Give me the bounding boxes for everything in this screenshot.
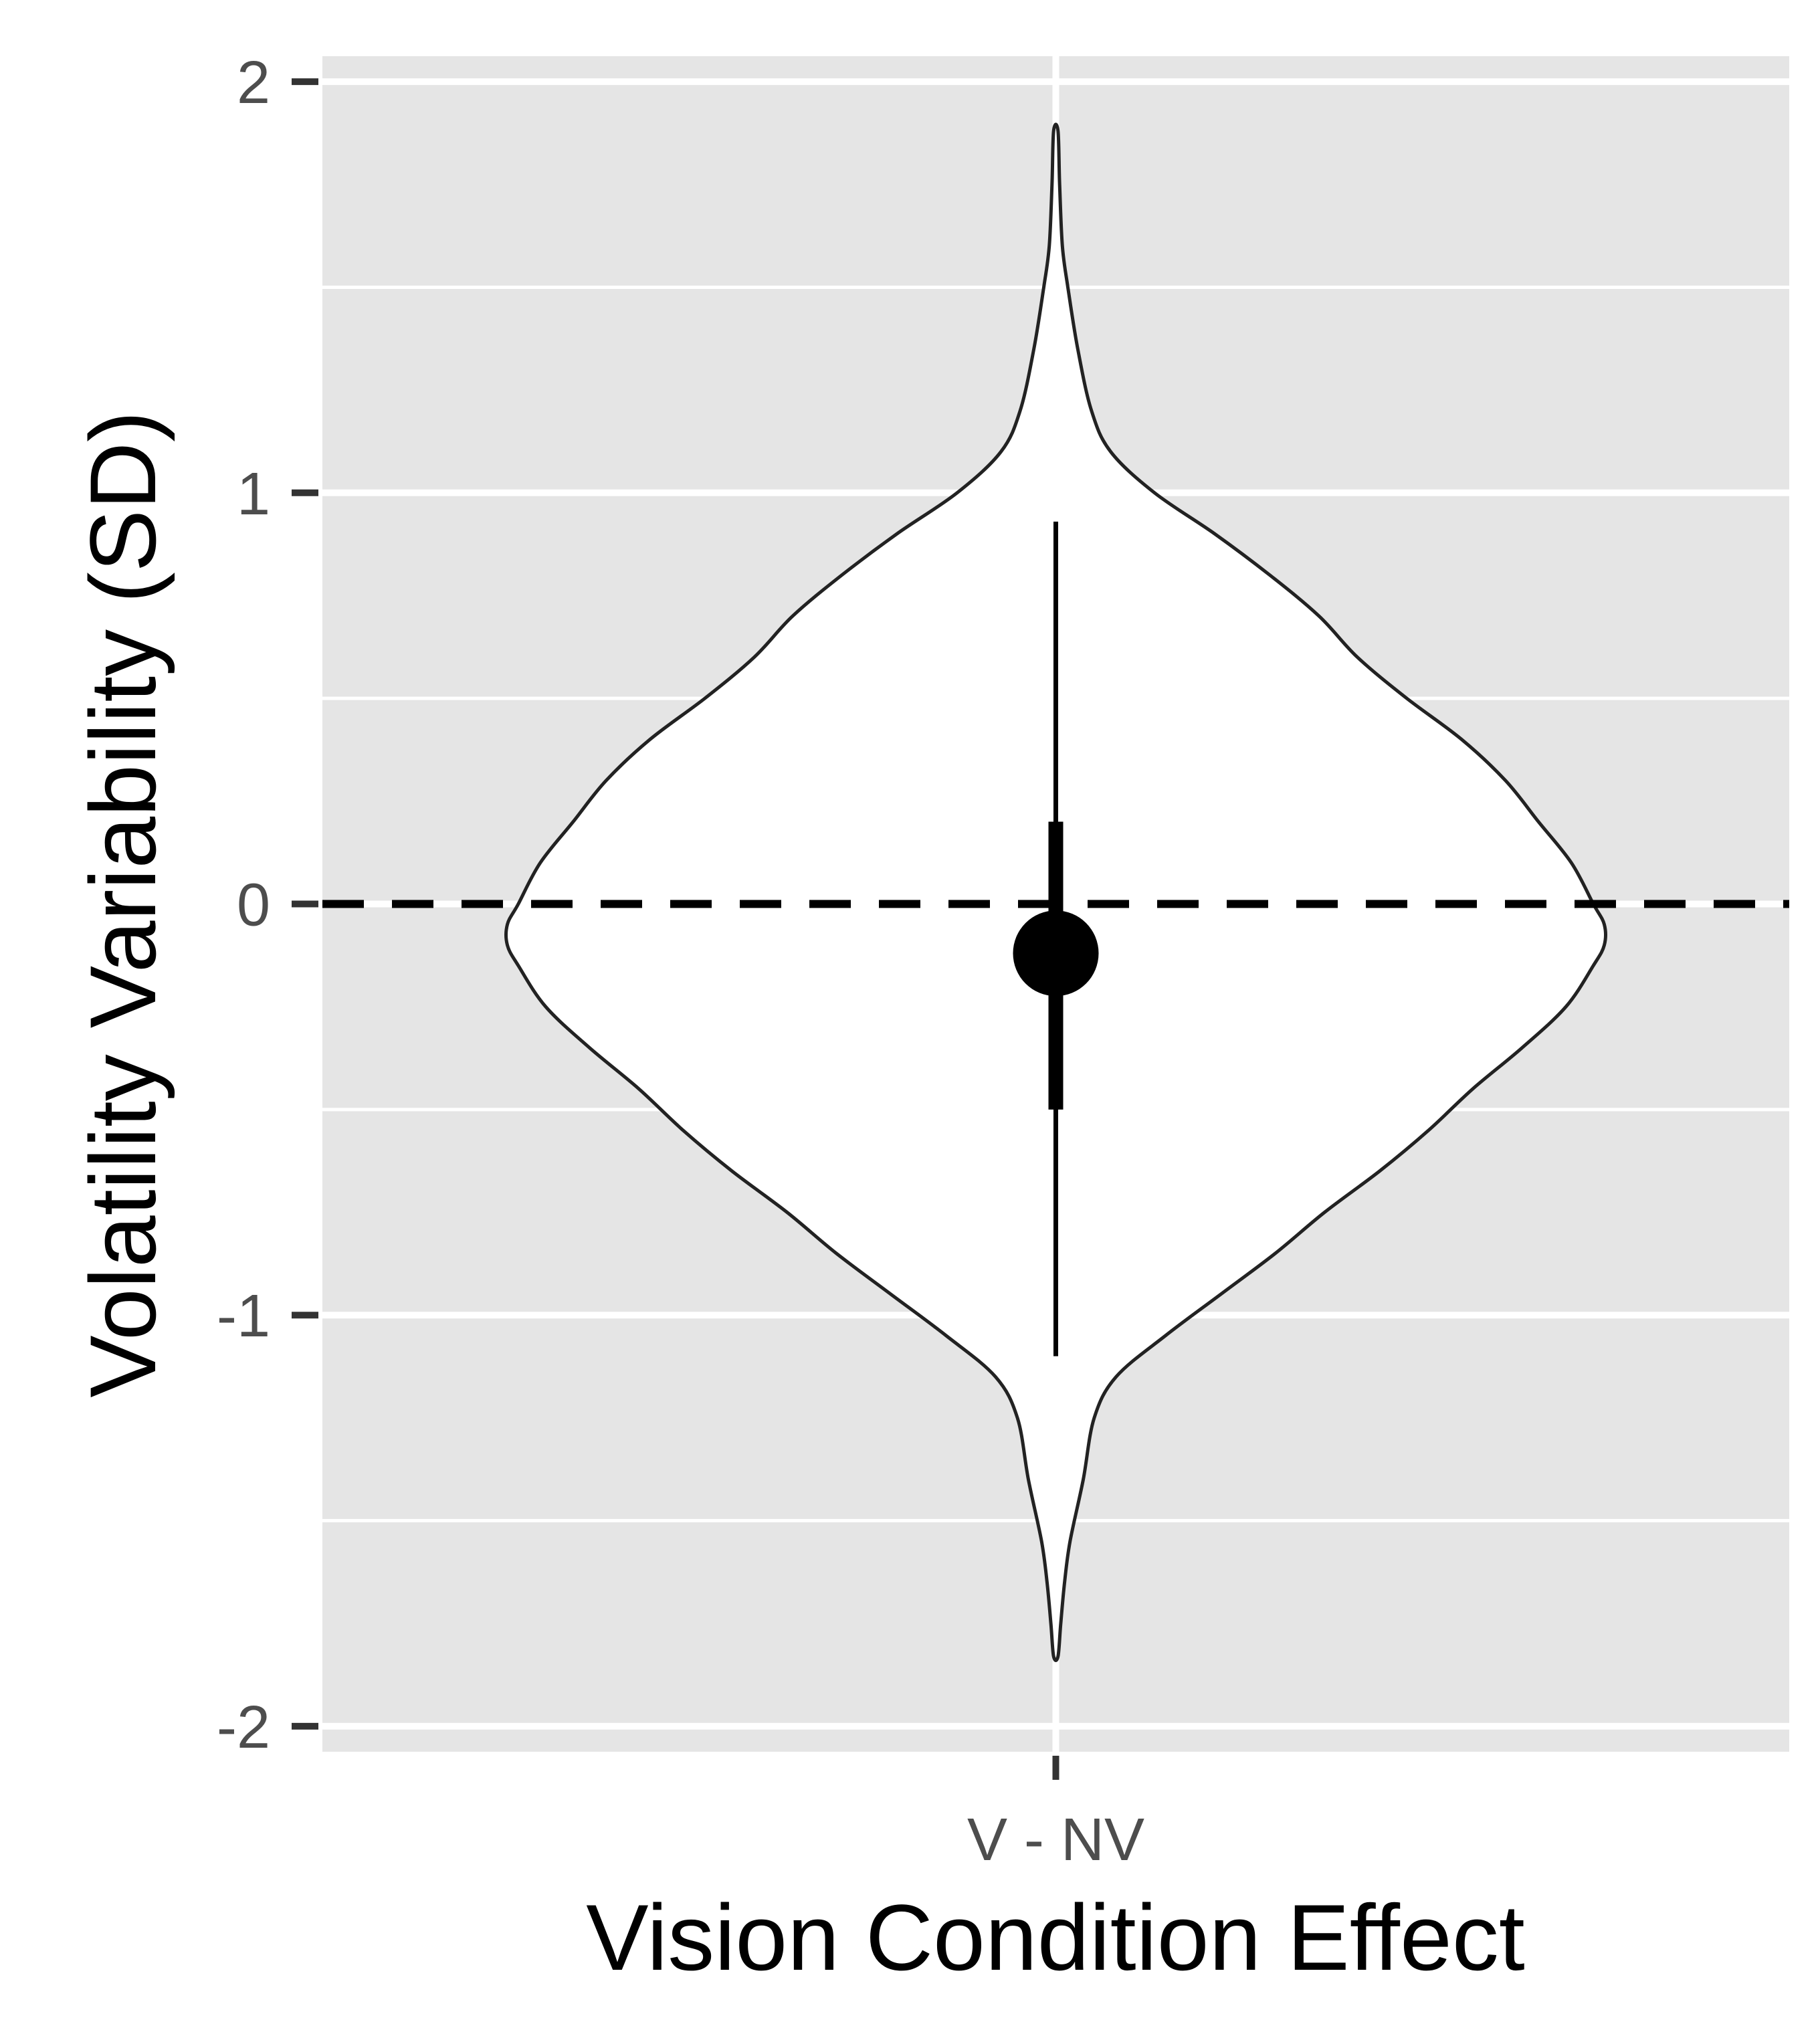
y-axis-title: Volatility Variability (SD): [70, 411, 175, 1398]
y-tick-label: 0: [237, 872, 270, 939]
x-tick-label: V - NV: [967, 1807, 1144, 1873]
y-tick-label: 2: [237, 49, 270, 116]
x-axis-ticks: V - NV: [967, 1756, 1144, 1873]
y-tick-label: -2: [217, 1694, 270, 1761]
point-estimate: [1013, 910, 1099, 997]
x-axis-title: Vision Condition Effect: [586, 1885, 1525, 1990]
y-tick-label: 1: [237, 461, 270, 528]
y-tick-label: -1: [217, 1283, 270, 1350]
y-axis-ticks: 2 1 0 -1 -2: [217, 49, 318, 1761]
